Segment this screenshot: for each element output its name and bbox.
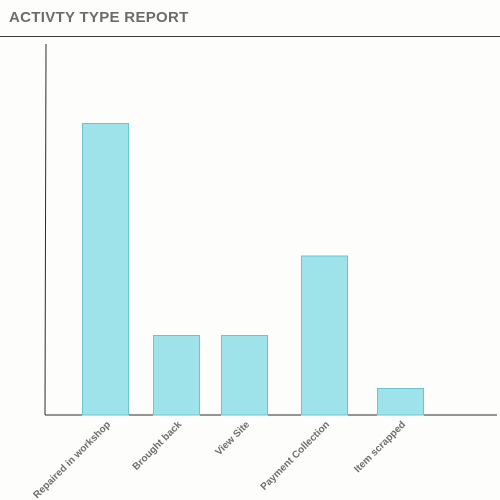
x-tick-label: Item scrapped bbox=[352, 419, 408, 475]
bar-brought-back bbox=[153, 335, 200, 416]
bar-repaired-in-workshop bbox=[82, 123, 129, 416]
x-tick-labels: Repaired in workshop Brought back View Sit… bbox=[31, 419, 408, 500]
bar-view-site bbox=[221, 335, 268, 416]
bar-item-scrapped bbox=[377, 388, 424, 416]
x-tick-label: View Site bbox=[213, 419, 252, 458]
y-axis-line bbox=[44, 43, 47, 416]
x-tick-label: Repaired in workshop bbox=[31, 419, 113, 500]
title-divider bbox=[0, 36, 500, 37]
bars-group bbox=[82, 123, 424, 416]
x-tick-label: Brought back bbox=[131, 419, 185, 473]
page-title: ACTIVTY TYPE REPORT bbox=[9, 9, 189, 26]
x-tick-label: Payment Collection bbox=[259, 419, 332, 492]
bar-payment-collection bbox=[301, 255, 348, 416]
